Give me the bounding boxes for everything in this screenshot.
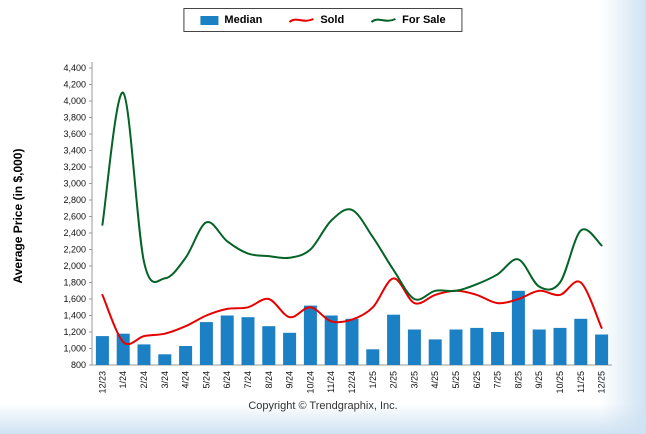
- median-bar: [137, 344, 151, 365]
- x-tick-label: 1/25: [368, 371, 378, 389]
- x-tick-label: 4/24: [181, 371, 191, 389]
- x-tick-label: 11/24: [326, 371, 336, 393]
- median-bar: [511, 290, 525, 366]
- x-tick-label: 10/25: [555, 371, 565, 394]
- x-tick-label: 11/25: [576, 371, 586, 393]
- x-tick-label: 3/25: [409, 371, 419, 389]
- median-bar: [116, 333, 130, 366]
- x-tick-label: 9/24: [285, 371, 295, 389]
- x-tick-label: 9/25: [534, 371, 544, 389]
- x-tick-label: 8/24: [264, 371, 274, 389]
- legend-label-median: Median: [224, 14, 263, 26]
- median-bar: [283, 332, 297, 365]
- median-bar: [470, 327, 484, 365]
- x-tick-label: 3/24: [160, 371, 170, 389]
- y-tick-label: 1,400: [63, 311, 86, 321]
- y-tick-label: 2,200: [63, 245, 86, 255]
- x-tick-label: 12/25: [597, 371, 607, 394]
- y-tick-label: 4,000: [63, 96, 86, 106]
- median-bar: [491, 332, 505, 365]
- median-bar: [241, 317, 255, 366]
- sold-swatch-icon: [288, 18, 314, 23]
- x-tick-label: 7/25: [493, 371, 503, 389]
- x-tick-label: 8/25: [513, 371, 523, 389]
- y-tick-label: 2,400: [63, 228, 86, 238]
- median-bar: [95, 336, 109, 365]
- median-bar: [387, 314, 401, 365]
- median-bar: [407, 329, 421, 365]
- x-tick-label: 6/25: [472, 371, 482, 389]
- sold-line: [101, 277, 603, 346]
- median-bar: [199, 322, 213, 365]
- y-tick-label: 2,800: [63, 195, 86, 205]
- x-tick-label: 5/24: [201, 371, 211, 389]
- x-tick-label: 12/23: [97, 371, 107, 394]
- y-tick-label: 1,800: [63, 278, 86, 288]
- x-tick-label: 1/24: [118, 371, 128, 389]
- y-tick-label: 1,600: [63, 294, 86, 304]
- median-bar: [574, 318, 588, 365]
- median-bar: [345, 318, 359, 365]
- median-bar: [262, 326, 276, 365]
- legend-item-forsale: For Sale: [370, 14, 446, 26]
- median-bar: [449, 329, 463, 365]
- legend-item-sold: Sold: [288, 14, 344, 26]
- median-bar: [158, 354, 172, 365]
- copyright-text: Copyright © Trendgraphix, Inc.: [248, 400, 398, 412]
- y-tick-label: 3,800: [63, 113, 86, 123]
- legend: Median Sold For Sale: [183, 8, 463, 32]
- x-tick-label: 4/25: [430, 371, 440, 389]
- y-axis-title: Average Price (in $,000): [11, 149, 25, 284]
- median-bar: [303, 305, 317, 365]
- legend-label-sold: Sold: [320, 14, 345, 26]
- x-tick-label: 7/24: [243, 371, 253, 389]
- y-tick-label: 3,600: [63, 129, 86, 139]
- forsale-swatch-line: [370, 18, 396, 23]
- x-tick-label: 2/24: [139, 371, 149, 389]
- x-tick-label: 10/24: [305, 371, 315, 394]
- x-tick-label: 5/25: [451, 371, 461, 389]
- x-tick-label: 6/24: [222, 371, 232, 389]
- y-tick-label: 2,000: [63, 261, 86, 271]
- sold-swatch-line: [288, 18, 314, 23]
- x-tick-label: 12/24: [347, 371, 357, 394]
- y-tick-label: 2,600: [63, 212, 86, 222]
- y-tick-label: 4,200: [63, 80, 86, 90]
- median-bar: [595, 334, 609, 365]
- x-tick-label: 2/25: [389, 371, 399, 389]
- y-tick-label: 3,200: [63, 162, 86, 172]
- median-bar: [428, 339, 442, 365]
- median-swatch-icon: [200, 15, 219, 25]
- median-bar: [553, 327, 567, 365]
- median-bar: [532, 329, 546, 365]
- median-bar: [220, 315, 234, 365]
- for-sale-line: [101, 91, 603, 301]
- y-tick-label: 800: [71, 360, 86, 370]
- legend-item-median: Median: [200, 14, 262, 26]
- y-tick-label: 4,400: [63, 63, 86, 73]
- forsale-swatch-icon: [370, 18, 396, 23]
- y-tick-label: 1,000: [63, 344, 86, 354]
- y-tick-label: 3,400: [63, 146, 86, 156]
- legend-label-forsale: For Sale: [402, 14, 446, 26]
- median-bar: [366, 349, 380, 365]
- median-bar: [324, 315, 338, 365]
- y-tick-label: 3,000: [63, 179, 86, 189]
- y-tick-label: 1,200: [63, 327, 86, 337]
- median-bar: [179, 346, 193, 365]
